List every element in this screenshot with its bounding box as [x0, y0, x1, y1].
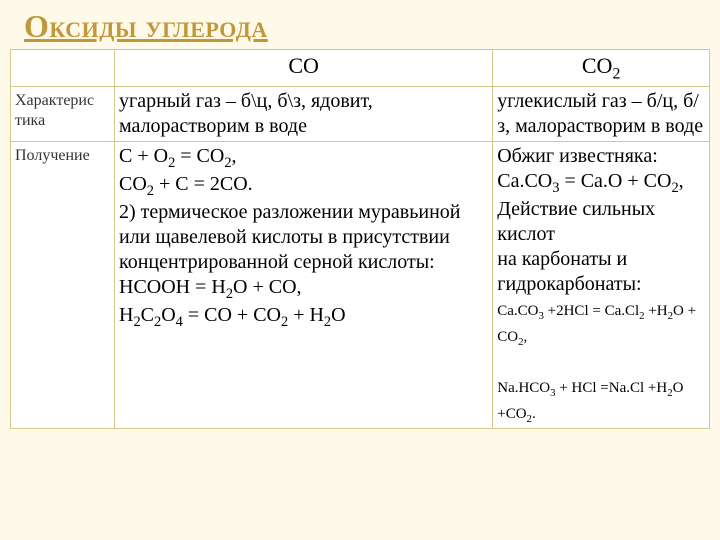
table-row: Характерис тика угарный газ – б\ц, б\з, … — [11, 87, 710, 142]
sub: 2 — [133, 314, 140, 330]
txt: 2) термическое разложении муравьиной или… — [119, 201, 460, 273]
table-row: Получение C + O2 = CO2, CO2 + C = 2CO. 2… — [11, 142, 710, 429]
txt: на карбонаты и гидрокарбонаты: — [497, 248, 641, 295]
txt: O — [331, 304, 345, 326]
sub: 2 — [226, 286, 233, 302]
header-co: CO — [115, 50, 493, 87]
txt: = CO — [175, 145, 224, 167]
txt: = Ca.O + CO — [559, 170, 671, 192]
header-empty — [11, 50, 115, 87]
txt: Ca.CO — [497, 303, 538, 319]
co2-label-sub: 2 — [612, 65, 620, 82]
txt: O — [161, 304, 175, 326]
cell-co2-preparation: Обжиг известняка: Ca.CO3 = Ca.O + CO2, Д… — [493, 142, 710, 429]
txt: Ca.CO3 +2HCl = Ca.Cl2 +H2O + CO2, — [497, 303, 696, 345]
txt: + C = 2CO. — [154, 173, 253, 195]
sub: 2 — [224, 155, 231, 171]
oxides-table: CO CO2 Характерис тика угарный газ – б\ц… — [10, 49, 710, 429]
txt: C + O — [119, 145, 168, 167]
txt: +2HCl = Ca.Cl — [544, 303, 639, 319]
page-title: Оксиды углерода — [0, 0, 720, 49]
txt: C — [141, 304, 154, 326]
txt: = CO + CO — [183, 304, 281, 326]
co-label: CO — [288, 53, 319, 78]
txt: O + CO, — [233, 276, 302, 298]
txt: Действие сильных кислот — [497, 198, 655, 245]
txt: HCOOH = H — [119, 276, 226, 298]
txt: Na.HCO — [497, 380, 550, 396]
txt: . — [532, 406, 536, 422]
txt: Обжиг известняка: — [497, 145, 658, 167]
row-label-characteristic: Характерис тика — [11, 87, 115, 142]
txt: + H — [288, 304, 324, 326]
cell-co-preparation: C + O2 = CO2, CO2 + C = 2CO. 2) термичес… — [115, 142, 493, 429]
txt: + HCl =Na.Cl +H — [556, 380, 668, 396]
txt: , — [523, 329, 527, 345]
sub: 4 — [176, 314, 183, 330]
header-co2: CO2 — [493, 50, 710, 87]
txt: +H — [645, 303, 668, 319]
co2-label-base: CO — [582, 53, 613, 78]
txt: CO — [119, 173, 147, 195]
txt: Na.HCO3 + HCl =Na.Cl +H2O +CO2. — [497, 380, 683, 422]
txt: H — [119, 304, 133, 326]
txt: , — [679, 170, 684, 192]
txt: Ca.CO — [497, 170, 552, 192]
txt: , — [232, 145, 237, 167]
sub: 2 — [147, 183, 154, 199]
cell-co2-characteristic: углекислый газ – б/ц, б/з, малорастворим… — [493, 87, 710, 142]
table-row: CO CO2 — [11, 50, 710, 87]
row-label-preparation: Получение — [11, 142, 115, 429]
sub: 2 — [671, 180, 678, 196]
cell-co-characteristic: угарный газ – б\ц, б\з, ядовит, малораст… — [115, 87, 493, 142]
